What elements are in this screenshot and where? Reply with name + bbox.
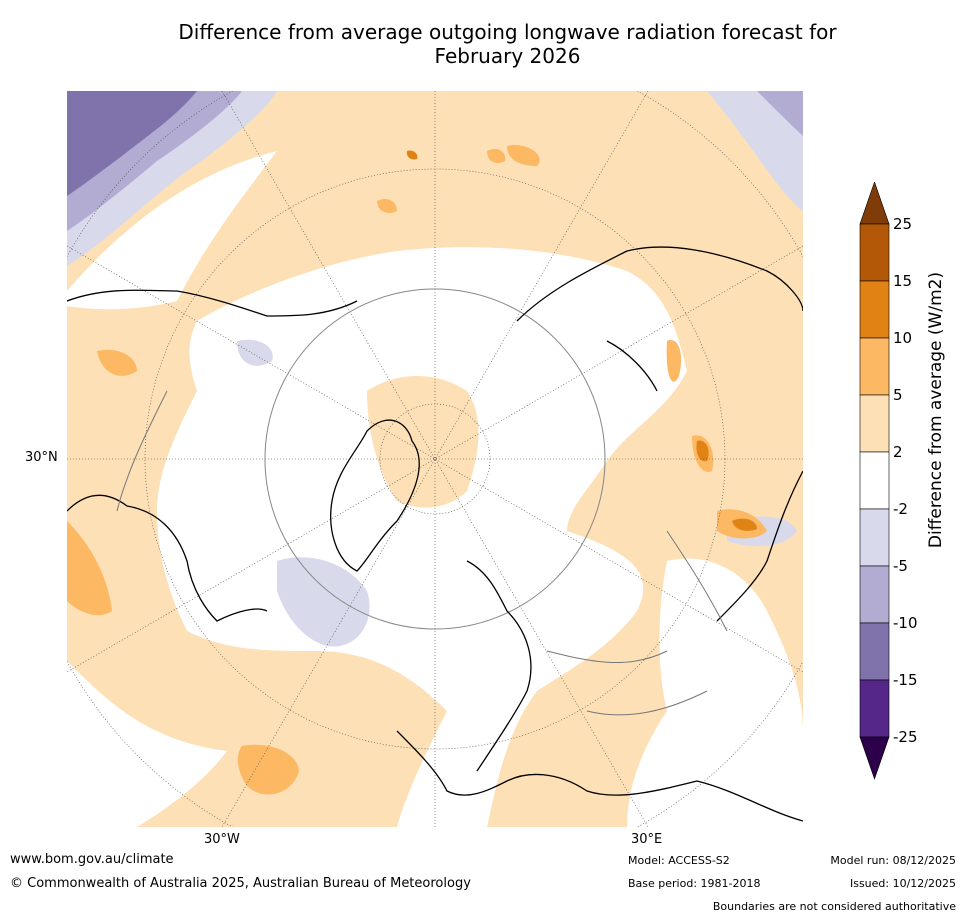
- footer-model: Model: ACCESS-S2: [628, 854, 730, 867]
- colorbar-tick-label: 25: [893, 215, 913, 233]
- footer-copyright: © Commonwealth of Australia 2025, Austra…: [10, 876, 471, 891]
- border-1: [546, 650, 668, 664]
- patch-strong-1: [696, 440, 709, 462]
- map-svg: [67, 91, 803, 827]
- patch-strong-2: [732, 518, 757, 531]
- negative-region-hudson: [277, 557, 370, 647]
- negative-region-ne-mid: [757, 91, 803, 136]
- colorbar-tick-label: 10: [893, 329, 913, 347]
- colorbar-tick-label: 2: [893, 443, 903, 461]
- colorbar-tick-label: 15: [893, 272, 913, 290]
- coast-east-asia: [716, 470, 803, 622]
- coast-siberia-north: [516, 246, 803, 322]
- colorbar-extend-max: [859, 182, 890, 225]
- map-title-line2: February 2026: [434, 44, 581, 68]
- coast-mediterranean: [396, 730, 803, 822]
- patch-siberia: [666, 340, 682, 382]
- map-title-line1: Difference from average outgoing longwav…: [178, 20, 837, 44]
- negative-region-alaska: [237, 339, 273, 366]
- negative-region-nw-strong: [67, 91, 197, 196]
- patch-nw-pacific: [97, 349, 137, 376]
- coast-taimyr: [606, 340, 658, 392]
- coastlines: [67, 246, 803, 822]
- colorbar-bin: [859, 394, 890, 453]
- neutral-band-sw: [67, 661, 227, 827]
- footer-disclaimer: Boundaries are not considered authoritat…: [712, 900, 956, 913]
- colorbar-tick-label: -5: [893, 557, 908, 575]
- borders: [116, 390, 728, 716]
- border-3: [666, 530, 728, 632]
- footer-issued: Issued: 10/12/2025: [849, 877, 956, 890]
- graticule-lon-4: [221, 91, 649, 827]
- colorbar-bin: [859, 280, 890, 339]
- coast-scandinavia: [466, 560, 532, 772]
- patch-pacific: [237, 744, 299, 795]
- footer-website[interactable]: www.bom.gov.au/climate: [10, 852, 174, 867]
- border-4: [116, 390, 168, 512]
- neutral-band-nw: [67, 151, 277, 310]
- footer-base-period: Base period: 1981-2018: [628, 877, 761, 890]
- positive-region-mideast: [567, 728, 627, 788]
- colorbar-bin: [859, 508, 890, 567]
- neutral-region-central: [157, 247, 687, 827]
- polar-map: [67, 91, 803, 827]
- colorbar-tick-label: -2: [893, 500, 908, 518]
- colorbar-bin: [859, 223, 890, 282]
- lon-label-30e: 30°E: [631, 832, 663, 847]
- colorbar: [859, 182, 890, 780]
- lon-label-30w: 30°W: [204, 832, 240, 847]
- graticule-lon-3: [221, 91, 649, 827]
- patch-strong-3: [406, 150, 418, 160]
- colorbar-extend-min: [859, 736, 890, 780]
- colorbar-tick-label: 5: [893, 386, 903, 404]
- map-title: Difference from average outgoing longwav…: [50, 20, 965, 68]
- colorbar-bin: [859, 565, 890, 624]
- border-2: [586, 690, 708, 716]
- footer-model-run: Model run: 08/12/2025: [830, 854, 956, 867]
- coast-greenland: [330, 419, 420, 572]
- patch-west-edge: [67, 521, 112, 616]
- coast-north-america: [67, 494, 268, 622]
- lat-label-30n: 30°N: [25, 450, 58, 465]
- graticule-lon-6: [67, 245, 803, 673]
- neutral-region-asia: [627, 558, 803, 827]
- colorbar-tick-label: -15: [893, 671, 918, 689]
- negative-region-ne: [707, 91, 803, 211]
- positive-region-pole: [367, 376, 479, 508]
- positive-strong-patches: [406, 150, 757, 531]
- colorbar-bin: [859, 337, 890, 396]
- colorbar-bin: [859, 622, 890, 681]
- graticule-lon-5: [67, 245, 803, 673]
- colorbar-label-text: Difference from average (W/m2): [926, 271, 946, 549]
- coast-alaska-north: [67, 289, 358, 317]
- patch-arctic-2: [487, 149, 506, 163]
- colorbar-bin: [859, 451, 890, 510]
- colorbar-bin: [859, 679, 890, 738]
- patch-arctic-3: [507, 145, 540, 166]
- arctic-circle: [264, 288, 606, 630]
- colorbar-tick-label: -25: [893, 728, 918, 746]
- patch-arctic-1: [377, 199, 397, 213]
- colorbar-tick-label: -10: [893, 614, 918, 632]
